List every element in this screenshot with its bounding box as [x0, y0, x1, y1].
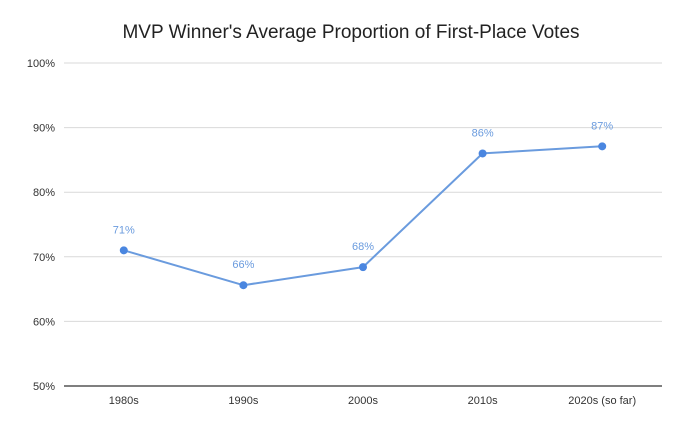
y-axis-ticks: 50% 60% 70% 80% 90% 100% [27, 58, 55, 393]
x-tick-label: 2020s (so far) [568, 395, 636, 407]
data-label: 68% [352, 241, 374, 253]
data-label: 87% [591, 120, 613, 132]
y-tick-label: 80% [33, 187, 55, 199]
x-tick-label: 2000s [348, 395, 378, 407]
chart-title: MVP Winner's Average Proportion of First… [122, 22, 579, 43]
data-label: 86% [472, 127, 494, 139]
x-axis-ticks: 1980s 1990s 2000s 2010s 2020s (so far) [109, 395, 636, 407]
gridlines [64, 62, 662, 387]
y-tick-label: 60% [33, 316, 55, 328]
x-tick-label: 1990s [228, 395, 258, 407]
data-label: 66% [232, 259, 254, 271]
data-point [598, 142, 607, 151]
y-tick-label: 50% [33, 381, 55, 393]
x-tick-label: 2010s [468, 395, 498, 407]
y-tick-label: 90% [33, 123, 55, 135]
data-point [239, 281, 248, 290]
data-point [359, 263, 367, 272]
data-label: 71% [113, 224, 135, 236]
data-point [119, 246, 128, 255]
series-points [119, 142, 607, 290]
y-tick-label: 70% [33, 252, 55, 264]
data-labels: 71% 66% 68% 86% 87% [113, 120, 614, 271]
data-point [478, 149, 487, 158]
x-tick-label: 1980s [109, 395, 139, 407]
y-tick-label: 100% [27, 58, 55, 70]
